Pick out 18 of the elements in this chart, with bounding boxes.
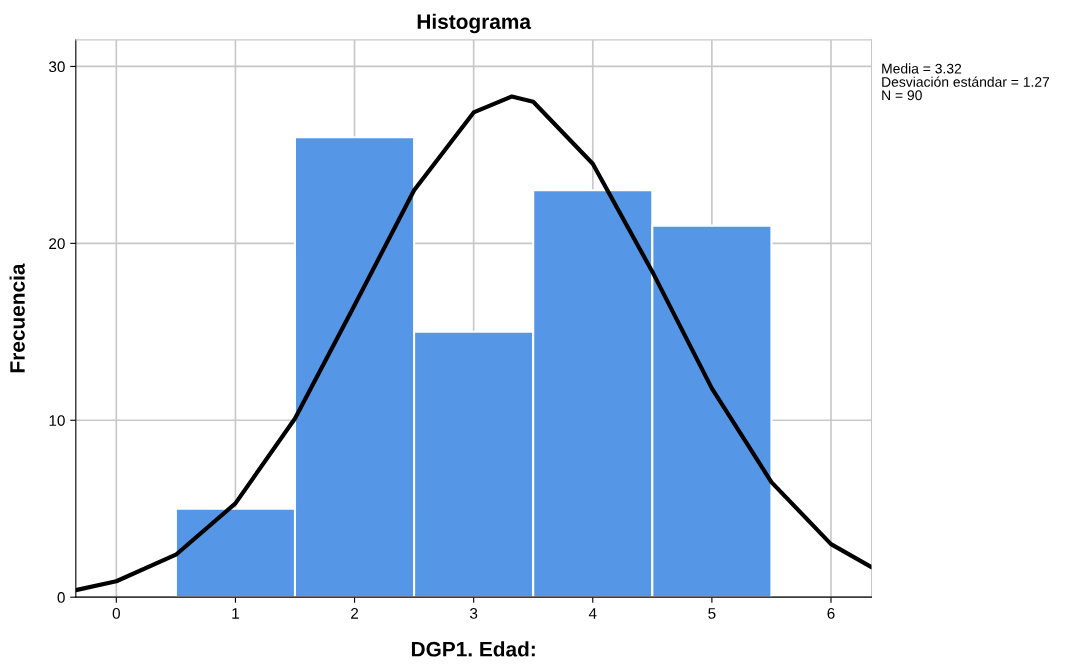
x-tick-label: 0	[112, 607, 120, 619]
x-tick-label: 4	[588, 608, 597, 619]
text: Media = 3.32	[882, 63, 962, 74]
x-tick-label: 6	[827, 607, 835, 619]
x-tick-label: 5	[708, 608, 716, 619]
x-tick-label: 1	[232, 608, 239, 619]
y-tick-label: 20	[49, 238, 65, 250]
x-tick-label: 3	[469, 607, 478, 619]
y-tick-label: 10	[49, 415, 65, 426]
y-tick-label: 30	[49, 61, 65, 73]
chart-title: Histograma	[417, 13, 532, 34]
x-tick-label: 2	[351, 607, 359, 619]
y-axis-title: Frecuencia	[9, 263, 25, 373]
text: Desviación estándar = 1.27	[882, 76, 1050, 87]
text: N = 90	[882, 90, 922, 101]
x-axis-title: DGP1. Edad:	[411, 641, 535, 657]
y-tick-label: 0	[57, 592, 65, 603]
line-series	[75, 94, 872, 593]
